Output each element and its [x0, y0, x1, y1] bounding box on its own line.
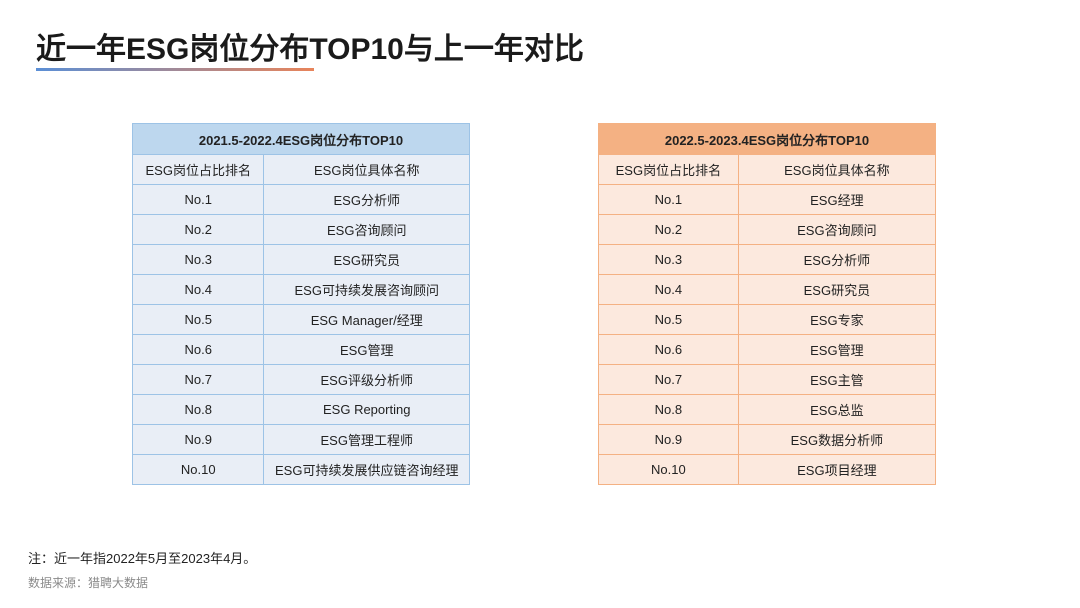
left-position-cell: ESG评级分析师 [263, 364, 470, 395]
right-position-cell: ESG分析师 [737, 244, 937, 275]
left-position-cell: ESG咨询顾问 [263, 214, 470, 245]
right-rank-cell: No.10 [598, 454, 739, 485]
right-column-header: ESG岗位占比排名 [598, 154, 739, 185]
left-table-row: No.5 ESG Manager/经理 [131, 304, 470, 335]
right-rank-cell: No.4 [598, 274, 739, 305]
left-rank-cell: No.7 [131, 364, 265, 395]
left-rank-cell: No.5 [131, 304, 265, 335]
right-position-cell: ESG数据分析师 [737, 424, 937, 455]
left-table-row: No.10 ESG可持续发展供应链咨询经理 [131, 454, 470, 485]
right-rank-cell: No.8 [598, 394, 739, 425]
left-column-header: ESG岗位占比排名 [131, 154, 265, 185]
right-position-cell: ESG专家 [737, 304, 937, 335]
right-position-cell: ESG主管 [737, 364, 937, 395]
left-position-cell: ESG研究员 [263, 244, 470, 275]
left-table-row: No.9 ESG管理工程师 [131, 424, 470, 455]
left-table-row: No.7 ESG评级分析师 [131, 364, 470, 395]
left-rank-cell: No.6 [131, 334, 265, 365]
left-position-cell: ESG管理工程师 [263, 424, 470, 455]
right-position-cell: ESG咨询顾问 [737, 214, 937, 245]
left-rank-cell: No.8 [131, 394, 265, 425]
left-position-cell: ESG管理 [263, 334, 470, 365]
left-position-cell: ESG可持续发展供应链咨询经理 [263, 454, 470, 485]
left-position-cell: ESG分析师 [263, 184, 470, 215]
right-table-row: No.7 ESG主管 [598, 364, 937, 395]
right-column-header: ESG岗位具体名称 [737, 154, 937, 185]
left-rank-cell: No.2 [131, 214, 265, 245]
right-table-title: 2022.5-2023.4ESG岗位分布TOP10 [598, 123, 936, 155]
right-column-header-row: ESG岗位占比排名 ESG岗位具体名称 [598, 154, 937, 185]
left-rank-cell: No.3 [131, 244, 265, 275]
page-title: 近一年ESG岗位分布TOP10与上一年对比 [36, 33, 584, 66]
left-table-row: No.8 ESG Reporting [131, 394, 470, 425]
right-position-cell: ESG经理 [737, 184, 937, 215]
right-position-cell: ESG项目经理 [737, 454, 937, 485]
left-rank-cell: No.1 [131, 184, 265, 215]
data-source: 数据来源：猎聘大数据 [28, 576, 149, 590]
left-rank-cell: No.4 [131, 274, 265, 305]
left-table-row: No.1 ESG分析师 [131, 184, 470, 215]
left-column-header-row: ESG岗位占比排名 ESG岗位具体名称 [131, 154, 470, 185]
right-table-body: ESG岗位占比排名 ESG岗位具体名称 No.1 ESG经理 No.2 ESG咨询顾问 No… [598, 154, 937, 485]
left-column-header: ESG岗位具体名称 [263, 154, 470, 185]
right-table-row: No.5 ESG专家 [598, 304, 937, 335]
right-rank-cell: No.2 [598, 214, 739, 245]
left-ranking-table: 2021.5-2022.4ESG岗位分布TOP10 ESG岗位占比排名 ESG岗位… [131, 123, 470, 485]
left-table-row: No.4 ESG可持续发展咨询顾问 [131, 274, 470, 305]
left-position-cell: ESG可持续发展咨询顾问 [263, 274, 470, 305]
right-ranking-table: 2022.5-2023.4ESG岗位分布TOP10 ESG岗位占比排名 ESG岗位… [598, 123, 937, 485]
right-table-row: No.2 ESG咨询顾问 [598, 214, 937, 245]
left-table-row: No.6 ESG管理 [131, 334, 470, 365]
right-table-row: No.10 ESG项目经理 [598, 454, 937, 485]
right-rank-cell: No.7 [598, 364, 739, 395]
left-table-row: No.3 ESG研究员 [131, 244, 470, 275]
left-table-title: 2021.5-2022.4ESG岗位分布TOP10 [132, 123, 470, 155]
left-position-cell: ESG Reporting [263, 394, 470, 425]
right-table-row: No.3 ESG分析师 [598, 244, 937, 275]
right-rank-cell: No.9 [598, 424, 739, 455]
right-position-cell: ESG管理 [737, 334, 937, 365]
left-table-row: No.2 ESG咨询顾问 [131, 214, 470, 245]
left-table-body: ESG岗位占比排名 ESG岗位具体名称 No.1 ESG分析师 No.2 ESG咨询顾问 N… [131, 154, 470, 485]
right-table-row: No.6 ESG管理 [598, 334, 937, 365]
right-rank-cell: No.3 [598, 244, 739, 275]
right-table-row: No.1 ESG经理 [598, 184, 937, 215]
left-rank-cell: No.10 [131, 454, 265, 485]
right-table-row: No.8 ESG总监 [598, 394, 937, 425]
right-rank-cell: No.1 [598, 184, 739, 215]
right-rank-cell: No.5 [598, 304, 739, 335]
right-position-cell: ESG总监 [737, 394, 937, 425]
right-table-row: No.9 ESG数据分析师 [598, 424, 937, 455]
footnote: 注：近一年指2022年5月至2023年4月。 [28, 551, 257, 566]
left-rank-cell: No.9 [131, 424, 265, 455]
right-position-cell: ESG研究员 [737, 274, 937, 305]
right-table-row: No.4 ESG研究员 [598, 274, 937, 305]
title-underline [36, 68, 314, 71]
left-position-cell: ESG Manager/经理 [263, 304, 470, 335]
right-rank-cell: No.6 [598, 334, 739, 365]
